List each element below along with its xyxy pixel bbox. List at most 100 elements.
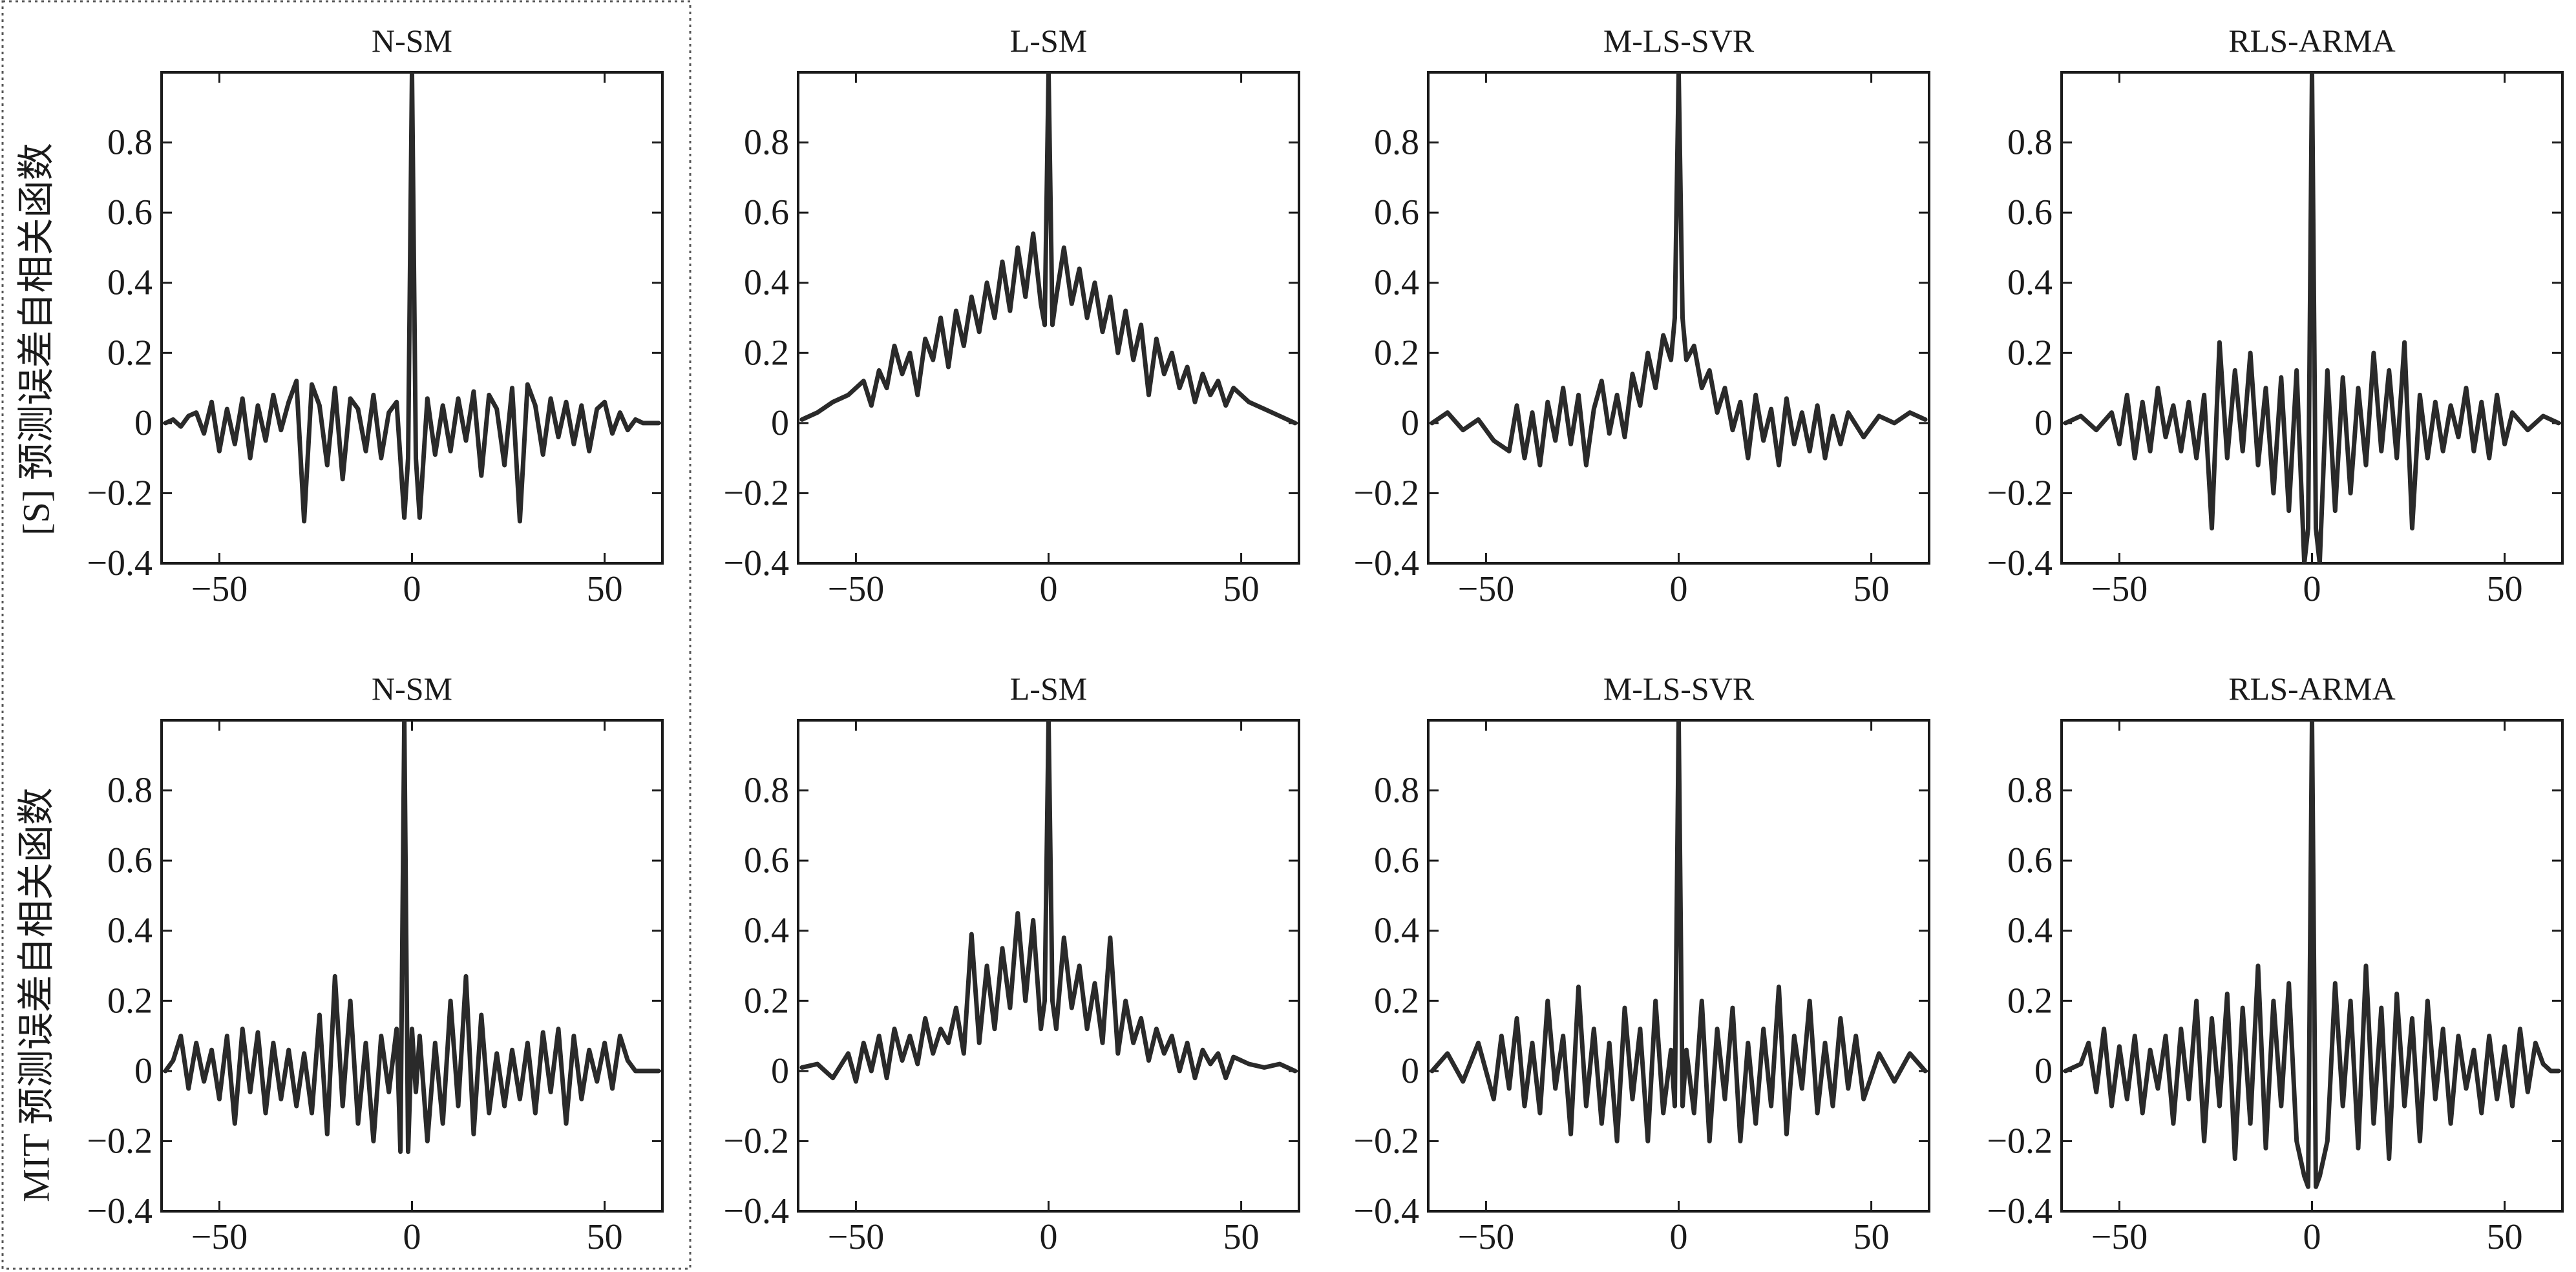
y-tick-label: −0.4 [723,1191,789,1231]
y-tick-label: 0.2 [1374,333,1419,373]
series-line [1430,72,1928,468]
y-tick-label: 0.2 [1374,981,1419,1021]
y-tick-label: −0.2 [1987,473,2053,513]
y-tick-label: 0.4 [2007,911,2053,951]
row-label-0: [S] 预测误差自相关函数 [15,143,57,535]
y-tick-label: 0.2 [744,981,789,1021]
panel-1-3: RLS-ARMA −0.4 −0.2 0 0.2 0.4 0.6 0.8 −50 0 50 [1987,671,2564,1257]
y-tick-label: 0.4 [107,911,153,951]
y-tick-label: 0.8 [1374,771,1419,811]
y-tick-label: 0.4 [1374,911,1419,951]
y-tick-label: −0.4 [87,1191,153,1231]
y-tick-label: 0.4 [744,911,789,951]
series-line [2063,720,2561,1189]
y-tick-label: 0.6 [2007,193,2053,233]
x-tick-label: 50 [1223,1217,1260,1257]
row-label-1: MIT 预测误差自相关函数 [15,787,57,1202]
x-tick-label: 0 [403,569,421,609]
panel-title: L-SM [1010,23,1087,59]
y-tick-label: 0 [771,1051,789,1091]
y-tick-label: 0 [2034,1051,2053,1091]
y-tick-label: −0.2 [723,473,789,513]
y-tick-label: 0.6 [1374,193,1419,233]
y-tick-label: −0.4 [87,543,153,583]
x-tick-label: 50 [1853,569,1890,609]
y-tick-label: 0.8 [744,123,789,163]
y-tick-label: 0.8 [2007,123,2053,163]
y-tick-label: 0.4 [1374,263,1419,303]
y-tick-label: −0.2 [87,1121,153,1161]
y-tick-label: 0.8 [107,123,153,163]
series-line [163,720,661,1154]
y-tick-label: 0.8 [2007,771,2053,811]
x-tick-label: −50 [1458,1217,1515,1257]
y-tick-label: 0.6 [744,840,789,881]
y-tick-label: 0.8 [107,771,153,811]
plot-frame [160,719,664,1213]
x-tick-label: 0 [2303,569,2321,609]
x-tick-label: −50 [191,569,248,609]
y-tick-label: 0.6 [107,840,153,881]
x-tick-label: 0 [2303,1217,2321,1257]
series-line [799,72,1298,426]
x-tick-label: −50 [828,569,885,609]
y-tick-label: 0.6 [2007,840,2053,881]
y-tick-label: 0 [2034,403,2053,443]
panel-title: M-LS-SVR [1603,23,1755,59]
panel-title: L-SM [1010,671,1087,707]
y-tick-label: −0.4 [1353,1191,1419,1231]
x-tick-label: −50 [191,1217,248,1257]
y-tick-label: 0.6 [107,193,153,233]
x-tick-label: 0 [1040,1217,1058,1257]
panel-title: RLS-ARMA [2228,23,2395,59]
y-tick-label: −0.4 [723,543,789,583]
y-tick-label: 0 [771,403,789,443]
x-tick-label: 50 [1853,1217,1890,1257]
y-tick-label: 0.6 [744,193,789,233]
x-tick-label: 50 [587,569,623,609]
x-tick-label: 0 [1040,569,1058,609]
y-tick-label: 0.2 [744,333,789,373]
x-tick-label: 0 [1670,569,1688,609]
series-line [799,720,1298,1084]
panel-1-2: M-LS-SVR −0.4 −0.2 0 0.2 0.4 0.6 0.8 −50 0 50 [1353,671,1930,1257]
y-tick-label: −0.4 [1353,543,1419,583]
panel-title: N-SM [372,671,452,707]
y-tick-label: 0.4 [744,263,789,303]
x-tick-label: 50 [2487,1217,2523,1257]
x-tick-label: 50 [587,1217,623,1257]
dotted-outline [1,0,692,1270]
series-line [1430,720,1928,1143]
y-tick-label: 0.4 [107,263,153,303]
x-tick-label: 50 [1223,569,1260,609]
y-tick-label: −0.2 [1987,1121,2053,1161]
y-tick-label: −0.4 [1987,543,2053,583]
panel-0-3: RLS-ARMA −0.4 −0.2 0 0.2 0.4 0.6 0.8 −50 0 50 [1987,23,2564,609]
series-line [2063,72,2561,563]
panel-1-1: L-SM −0.4 −0.2 0 0.2 0.4 0.6 0.8 −50 0 50 [723,671,1300,1257]
y-tick-label: 0 [134,1051,153,1091]
y-tick-label: −0.2 [723,1121,789,1161]
x-tick-label: 50 [2487,569,2523,609]
x-tick-label: −50 [828,1217,885,1257]
y-tick-label: 0.2 [2007,333,2053,373]
y-tick-label: 0.8 [1374,123,1419,163]
x-tick-label: −50 [2091,569,2148,609]
y-tick-label: 0 [1401,403,1419,443]
y-tick-label: −0.4 [1987,1191,2053,1231]
y-tick-label: 0.2 [107,981,153,1021]
series-line [163,72,661,524]
y-tick-label: 0.4 [2007,263,2053,303]
x-tick-label: 0 [403,1217,421,1257]
panel-1-0: N-SM −0.4 −0.2 0 0.2 0.4 0.6 0.8 −50 0 50 [87,671,664,1257]
y-tick-label: 0.6 [1374,840,1419,881]
x-tick-label: −50 [2091,1217,2148,1257]
y-tick-label: 0.8 [744,771,789,811]
y-tick-label: −0.2 [87,473,153,513]
panel-title: M-LS-SVR [1603,671,1755,707]
panel-title: N-SM [372,23,452,59]
y-tick-label: 0.2 [107,333,153,373]
panel-0-1: L-SM −0.4 −0.2 0 0.2 0.4 0.6 0.8 −50 0 50 [723,23,1300,609]
y-tick-label: 0 [134,403,153,443]
